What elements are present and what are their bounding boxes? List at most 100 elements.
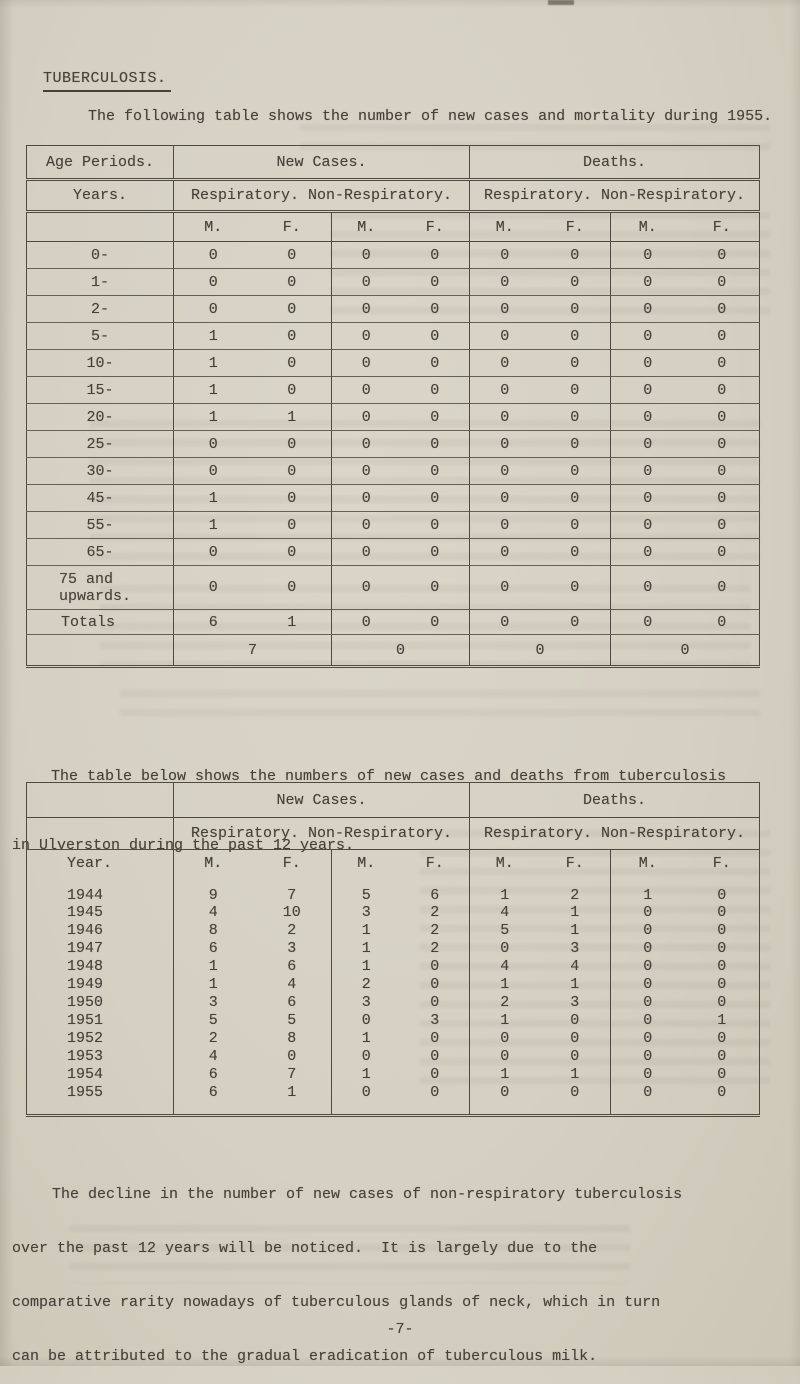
value-cell: 0	[252, 349, 332, 377]
value-cell: 0	[469, 511, 540, 539]
value-cell: 0	[331, 349, 401, 377]
value-cell: 1	[331, 1029, 401, 1048]
value-cell: 0	[430, 994, 440, 1011]
age-row: 0- 0 0 0 0 0 0 0 0	[26, 241, 760, 269]
value-cell: 1	[173, 349, 253, 377]
value-cell: 0	[717, 922, 727, 939]
value-cell: 0	[539, 322, 611, 350]
value-cell: 0	[539, 565, 611, 610]
value-cell: 0	[610, 376, 685, 404]
value-cell: 0	[610, 322, 685, 350]
yearly-cases-table: New Cases. Deaths. Respiratory. Non-Resp…	[26, 782, 760, 1117]
value-cell: 0	[331, 376, 401, 404]
value-cell: 0	[539, 430, 611, 458]
value-cell: 0	[430, 1066, 440, 1083]
value-cell: 0	[469, 565, 540, 610]
value-cell: 1	[570, 976, 580, 993]
value-cell: 5	[287, 1012, 297, 1029]
group-total-cell: 0	[610, 634, 760, 667]
value-cell: 0	[717, 1083, 727, 1101]
intro-paragraph: The following table shows the number of …	[88, 108, 773, 125]
value-cell: 0	[717, 958, 727, 975]
value-cell: 0	[610, 921, 685, 940]
year-row: 1951 5 5 0 3 1 0 0 1	[27, 1011, 760, 1030]
header-m: M.	[610, 211, 685, 242]
value-cell: 0	[173, 565, 253, 610]
age-row: 10- 1 0 0 0 0 0 0 0	[26, 349, 760, 377]
value-cell: 3	[331, 993, 401, 1012]
value-cell: 0	[400, 484, 470, 512]
age-row: 2- 0 0 0 0 0 0 0 0	[26, 295, 760, 323]
empty-cell	[26, 782, 174, 818]
age-label: 1-	[26, 268, 174, 296]
value-cell: 0	[610, 430, 685, 458]
value-cell: 0	[539, 349, 611, 377]
value-cell: 0	[400, 403, 470, 431]
value-cell: 0	[331, 295, 401, 323]
value-cell: 2	[173, 1029, 253, 1048]
value-cell: 0	[173, 241, 253, 269]
grand-totals-row: 7 0 0 0	[27, 634, 760, 667]
value-cell: 8	[173, 921, 253, 940]
value-cell: 7	[287, 1066, 297, 1083]
value-cell: 0	[684, 241, 760, 269]
value-cell: 1	[469, 877, 540, 904]
value-cell: 0	[400, 241, 470, 269]
value-cell: 5	[469, 921, 540, 940]
value-cell: 6	[287, 994, 297, 1011]
value-cell: 6	[173, 939, 253, 958]
age-distribution-table: Age Periods. New Cases. Deaths. Years. R…	[26, 145, 760, 668]
age-label: 2-	[26, 295, 174, 323]
value-cell: 1	[252, 403, 332, 431]
value-cell: 0	[252, 538, 332, 566]
value-cell: 3	[430, 1012, 440, 1029]
value-cell: 0	[717, 1048, 727, 1065]
value-cell: 0	[539, 484, 611, 512]
value-cell: 0	[331, 322, 401, 350]
table-header-row: Respiratory. Non-Respiratory. Respirator…	[26, 817, 760, 850]
value-cell: 0	[684, 295, 760, 323]
value-cell: 0	[331, 457, 401, 485]
header-new-cases: New Cases.	[173, 145, 470, 181]
value-cell: 0	[539, 609, 611, 635]
value-cell: 0	[331, 268, 401, 296]
year-row: 1945 4 10 3 2 4 1 0 0	[27, 903, 760, 922]
header-m: M.	[173, 849, 253, 878]
value-cell: 10	[282, 904, 301, 921]
value-cell: 0	[173, 430, 253, 458]
value-cell: 0	[400, 295, 470, 323]
age-label: 10-	[26, 349, 174, 377]
value-cell: 0	[331, 1047, 401, 1066]
header-deaths: Deaths.	[469, 145, 760, 181]
age-label: 0-	[26, 241, 174, 269]
value-cell: 0	[430, 976, 440, 993]
value-cell: 1	[173, 511, 253, 539]
value-cell: 0	[539, 511, 611, 539]
value-cell: 4	[469, 957, 540, 976]
value-cell: 1	[469, 1011, 540, 1030]
year-row: 1947 6 3 1 2 0 3 0 0	[27, 939, 760, 958]
value-cell: 0	[331, 1083, 401, 1115]
age-row: 15- 1 0 0 0 0 0 0 0	[26, 376, 760, 404]
value-cell: 0	[400, 322, 470, 350]
paragraph-line: comparative rarity nowadays of tuberculo…	[12, 1294, 661, 1311]
age-row: 30- 0 0 0 0 0 0 0 0	[26, 457, 760, 485]
value-cell: 0	[610, 609, 685, 635]
value-cell: 0	[610, 975, 685, 994]
value-cell: 0	[173, 538, 253, 566]
value-cell: 6	[430, 886, 440, 904]
value-cell: 0	[430, 1048, 440, 1065]
header-f: F.	[425, 855, 444, 873]
header-years: Years.	[26, 179, 174, 213]
value-cell: 0	[610, 1083, 685, 1115]
year-label: 1947	[67, 940, 104, 957]
value-cell: 0	[684, 538, 760, 566]
value-cell: 0	[400, 376, 470, 404]
header-m: M.	[173, 211, 253, 242]
value-cell: 0	[717, 1066, 727, 1083]
year-label: 1952	[67, 1030, 104, 1047]
value-cell: 0	[469, 241, 540, 269]
year-label: 1955	[67, 1083, 104, 1101]
value-cell: 0	[252, 565, 332, 610]
age-row: 65- 0 0 0 0 0 0 0 0	[26, 538, 760, 566]
